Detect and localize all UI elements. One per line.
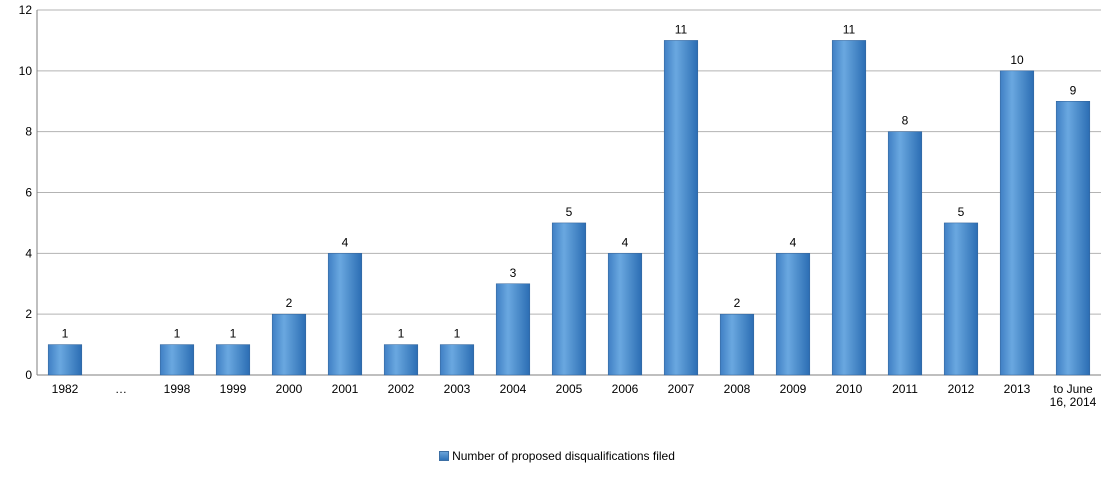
bar-value-label: 4 (342, 235, 349, 249)
bar (551, 222, 587, 376)
x-tick-label: 2007 (668, 382, 695, 396)
x-tick-label: 2001 (332, 382, 359, 396)
x-tick-label: 1998 (164, 382, 191, 396)
bar (663, 40, 699, 376)
legend-swatch (439, 450, 450, 461)
bar (327, 253, 363, 376)
x-tick-label: 1982 (52, 382, 79, 396)
x-tick-label: 2000 (276, 382, 303, 396)
bar (607, 253, 643, 376)
y-tick-label: 0 (25, 368, 32, 382)
y-tick-label: 6 (25, 186, 32, 200)
x-tick-label: 2009 (780, 382, 807, 396)
bar-value-label: 4 (790, 235, 797, 249)
bar (495, 283, 531, 376)
bar-value-label: 5 (958, 205, 965, 219)
bar-value-label: 1 (174, 327, 181, 341)
x-tick-label: 2005 (556, 382, 583, 396)
bar-value-label: 11 (675, 22, 688, 36)
legend: Number of proposed disqualifications fil… (0, 449, 1114, 463)
bar-value-label: 2 (734, 296, 741, 310)
bar (47, 344, 83, 376)
bar (831, 40, 867, 376)
bar (159, 344, 195, 376)
bar (439, 344, 475, 376)
y-tick-label: 8 (25, 125, 32, 139)
bar-value-label: 3 (510, 266, 517, 280)
bar (383, 344, 419, 376)
bar-value-label: 4 (622, 235, 629, 249)
bar-value-label: 10 (1010, 53, 1024, 67)
x-tick-label: 2006 (612, 382, 639, 396)
x-tick-label: 2002 (388, 382, 415, 396)
bars (47, 40, 1091, 376)
x-tick-label: 2004 (500, 382, 527, 396)
bar (999, 70, 1035, 376)
bar (719, 313, 755, 376)
bar-value-label: 8 (902, 114, 909, 128)
x-tick-label: 2011 (892, 382, 918, 396)
bar-value-label: 5 (566, 205, 573, 219)
bar (775, 253, 811, 376)
bar-value-label: 1 (62, 327, 69, 341)
y-tick-label: 10 (19, 64, 33, 78)
bar-value-label: 1 (454, 327, 461, 341)
x-tick-label: 2003 (444, 382, 471, 396)
bar-value-label: 11 (843, 22, 856, 36)
legend-label: Number of proposed disqualifications fil… (452, 449, 675, 463)
bar-value-label: 9 (1070, 83, 1077, 97)
bar-value-label: 2 (286, 296, 293, 310)
bar-value-label: 1 (398, 327, 405, 341)
bar (1055, 101, 1091, 376)
x-tick-label: to June 16, 2014 (1050, 382, 1097, 409)
bar (271, 313, 307, 376)
x-tick-label: 2013 (1004, 382, 1031, 396)
bar-value-label: 1 (230, 327, 237, 341)
bar (887, 131, 923, 376)
y-tick-label: 4 (25, 246, 32, 260)
x-tick-label: … (115, 382, 127, 396)
x-tick-label: 2012 (948, 382, 975, 396)
y-tick-label: 2 (25, 307, 32, 321)
bar (215, 344, 251, 376)
y-tick-label: 12 (19, 3, 33, 17)
x-axis-tick-labels: 1982 … 1998 1999 2000 2001 2002 2003 2004 2005 200… (52, 382, 1097, 409)
x-tick-label: 2010 (836, 382, 863, 396)
x-tick-label: 1999 (220, 382, 247, 396)
y-axis-tick-labels: 0 2 4 6 8 10 12 (19, 3, 33, 382)
bar (943, 222, 979, 376)
x-tick-label: 2008 (724, 382, 751, 396)
